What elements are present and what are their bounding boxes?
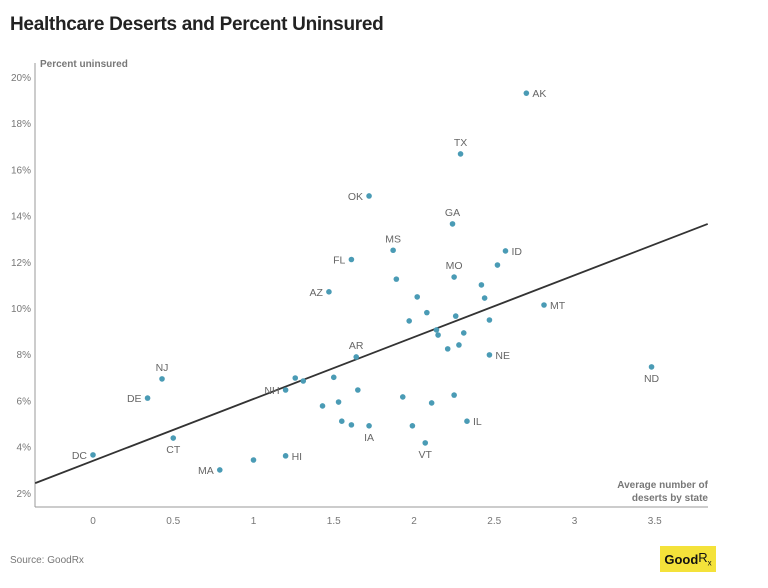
data-point (355, 387, 361, 393)
state-label: VT (419, 449, 433, 461)
state-label: ID (511, 246, 522, 258)
state-label: NE (495, 350, 510, 362)
data-point (464, 418, 470, 424)
data-point (486, 317, 493, 323)
data-point (292, 375, 299, 381)
data-point (422, 440, 429, 446)
y-tick-label: 6% (17, 396, 32, 407)
x-axis-label-line1: Average number of (617, 480, 708, 491)
y-tick-label: 18% (11, 119, 31, 130)
data-point (523, 90, 530, 96)
data-point (348, 256, 355, 263)
data-point (648, 364, 655, 370)
state-label: NJ (156, 362, 169, 374)
y-tick-label: 20% (11, 73, 31, 84)
y-tick-label: 8% (17, 350, 32, 361)
state-label: OK (348, 191, 363, 203)
goodrx-logo: Good Rx (660, 546, 716, 572)
data-point (338, 418, 345, 424)
data-point (428, 400, 435, 406)
source-note: Source: GoodRx (10, 555, 84, 566)
state-label: IA (364, 432, 374, 444)
data-point (282, 453, 289, 459)
y-tick-label: 12% (11, 258, 31, 269)
data-point (406, 318, 412, 324)
state-label: NH (264, 385, 279, 397)
data-point (456, 342, 462, 348)
data-point (393, 276, 400, 282)
data-point (90, 452, 96, 458)
y-tick-label: 2% (17, 489, 32, 500)
state-label: TX (454, 137, 467, 149)
state-label: FL (333, 254, 345, 266)
data-point (216, 467, 223, 473)
state-label: MO (446, 260, 463, 272)
data-point (326, 289, 332, 295)
data-point (433, 327, 440, 333)
data-point (457, 151, 464, 157)
data-point (460, 330, 467, 336)
data-point (250, 457, 257, 463)
data-point (502, 248, 509, 254)
x-tick-label: 1 (251, 516, 257, 527)
data-point (144, 395, 151, 401)
state-label: GA (445, 207, 460, 219)
data-point (414, 294, 421, 300)
data-point (435, 332, 441, 338)
data-point (451, 392, 457, 398)
y-tick-label: 4% (17, 443, 32, 454)
x-axis-label-line2: deserts by state (632, 493, 709, 504)
data-point (366, 193, 372, 199)
x-tick-label: 1.5 (327, 516, 341, 527)
data-point (478, 282, 485, 288)
state-label: CT (166, 444, 181, 456)
state-label: MA (198, 465, 214, 477)
data-point (424, 309, 430, 316)
y-tick-label: 10% (11, 304, 31, 315)
state-label: AK (532, 88, 546, 100)
data-point (300, 378, 307, 384)
y-tick-label: 14% (11, 212, 31, 223)
data-point (451, 274, 457, 280)
x-tick-label: 0.5 (166, 516, 180, 527)
data-point (409, 423, 416, 429)
data-point (159, 376, 165, 382)
data-point (486, 352, 493, 358)
x-tick-label: 2 (411, 516, 417, 527)
data-point (348, 422, 355, 428)
data-point (282, 387, 289, 393)
data-point (494, 262, 501, 268)
x-tick-label: 3 (572, 516, 578, 527)
state-label: AR (349, 340, 364, 352)
state-label: DE (127, 393, 142, 405)
state-label: MS (385, 233, 401, 245)
data-point (449, 221, 456, 227)
state-label: AZ (310, 287, 324, 299)
data-point (390, 247, 396, 254)
x-tick-label: 3.5 (648, 516, 662, 527)
x-tick-label: 0 (90, 516, 96, 527)
data-point (452, 313, 459, 319)
data-point (319, 403, 326, 409)
x-tick-label: 2.5 (487, 516, 501, 527)
y-axis-label: Percent uninsured (40, 59, 128, 70)
data-point (335, 399, 342, 405)
data-point (353, 354, 360, 360)
data-point (330, 374, 337, 381)
data-point (444, 346, 451, 352)
chart-title: Healthcare Deserts and Percent Uninsured (10, 14, 384, 35)
data-point (366, 423, 372, 429)
y-tick-label: 16% (11, 165, 31, 176)
state-label: DC (72, 450, 88, 462)
state-label: IL (473, 416, 482, 428)
data-point (541, 302, 547, 308)
trend-line (34, 223, 709, 484)
state-label: MT (550, 300, 566, 312)
state-label: HI (292, 451, 303, 463)
data-point (481, 295, 488, 301)
data-point (170, 435, 177, 441)
data-point (399, 394, 406, 400)
state-label: ND (644, 373, 660, 385)
